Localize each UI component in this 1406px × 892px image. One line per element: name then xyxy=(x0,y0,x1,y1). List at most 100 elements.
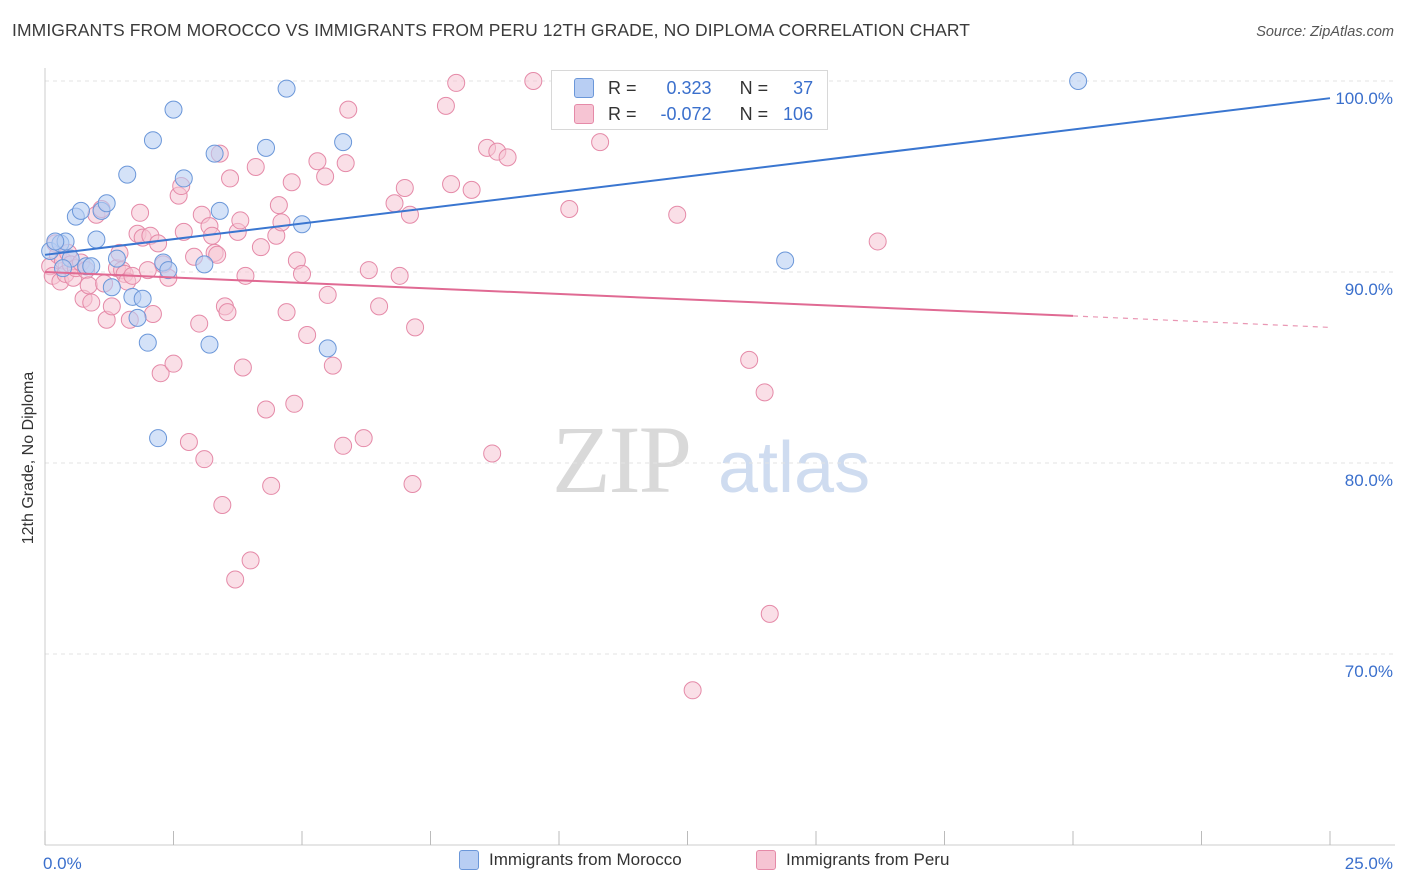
peru-r-label: R = xyxy=(608,103,637,124)
morocco-point-16 xyxy=(133,289,152,308)
peru-point-100 xyxy=(560,199,579,218)
peru-n-label: N = xyxy=(739,103,769,124)
peru-point-106 xyxy=(760,604,779,623)
axes xyxy=(44,68,1395,846)
peru-point-87 xyxy=(395,178,414,197)
peru-point-46 xyxy=(195,450,214,469)
morocco-point-7 xyxy=(82,257,101,276)
peru-point-105 xyxy=(755,383,774,402)
legend-item-morocco: Immigrants from Morocco xyxy=(459,850,682,870)
peru-r-value: -0.072 xyxy=(660,103,712,124)
peru-point-41 xyxy=(174,222,193,241)
peru-point-14 xyxy=(79,276,98,295)
morocco-n-label: N = xyxy=(739,77,769,98)
morocco-point-24 xyxy=(195,255,214,274)
peru-point-15 xyxy=(82,293,101,312)
peru-point-91 xyxy=(436,96,455,115)
peru-point-80 xyxy=(336,154,355,173)
peru-points xyxy=(41,72,887,700)
tick-labels: 70.0% 80.0% 90.0% 100.0% 0.0% 25.0% xyxy=(43,89,1393,873)
peru-point-92 xyxy=(442,175,461,194)
peru-point-74 xyxy=(298,326,317,345)
peru-point-68 xyxy=(272,213,291,232)
source-label: Source: ZipAtlas.com xyxy=(1256,24,1394,40)
legend-peru-label: Immigrants from Peru xyxy=(786,850,950,869)
morocco-r-value: 0.323 xyxy=(666,77,712,98)
peru-point-50 xyxy=(208,245,227,264)
peru-point-38 xyxy=(164,354,183,373)
peru-point-64 xyxy=(257,400,276,419)
stats-box: R = 0.323 N = 37 R = -0.072 N = 106 xyxy=(551,70,828,130)
watermark-atlas: atlas xyxy=(718,428,870,508)
peru-point-81 xyxy=(339,100,358,119)
morocco-point-28 xyxy=(257,138,276,157)
peru-point-94 xyxy=(462,180,481,199)
peru-point-33 xyxy=(143,305,162,324)
peru-point-42 xyxy=(179,432,198,451)
legend-item-peru: Immigrants from Peru xyxy=(756,850,949,870)
watermark: ZIP atlas xyxy=(552,406,870,513)
y-tick-label-1: 80.0% xyxy=(1345,471,1393,490)
morocco-n-value: 37 xyxy=(793,77,814,98)
peru-point-56 xyxy=(226,570,245,589)
chart-title: IMMIGRANTS FROM MOROCCO VS IMMIGRANTS FR… xyxy=(12,20,971,40)
morocco-point-32 xyxy=(334,133,353,152)
peru-point-34 xyxy=(149,234,168,253)
peru-point-52 xyxy=(213,496,232,515)
morocco-point-34 xyxy=(1069,72,1088,90)
y-tick-label-0: 70.0% xyxy=(1345,662,1393,681)
morocco-point-10 xyxy=(97,194,116,213)
peru-point-86 xyxy=(390,266,409,285)
peru-trend-extension xyxy=(1072,315,1331,328)
peru-point-85 xyxy=(385,194,404,213)
legend-morocco-swatch xyxy=(459,850,479,870)
morocco-points xyxy=(41,72,1088,448)
peru-point-78 xyxy=(323,356,342,375)
peru-point-77 xyxy=(318,285,337,304)
morocco-swatch xyxy=(574,78,594,98)
morocco-point-19 xyxy=(149,429,168,448)
peru-point-62 xyxy=(246,157,265,176)
peru-point-101 xyxy=(591,133,610,152)
x-tick-label-0: 0.0% xyxy=(43,854,82,873)
peru-point-59 xyxy=(233,358,252,377)
peru-point-67 xyxy=(269,196,288,215)
peru-trend-line xyxy=(44,271,1074,317)
morocco-point-22 xyxy=(164,100,183,119)
peru-point-99 xyxy=(524,72,543,90)
morocco-point-23 xyxy=(174,169,193,188)
legend-morocco-label: Immigrants from Morocco xyxy=(489,850,682,869)
morocco-point-5 xyxy=(71,201,90,220)
peru-point-55 xyxy=(221,169,240,188)
watermark-zip: ZIP xyxy=(552,406,690,513)
morocco-point-18 xyxy=(143,131,162,150)
peru-point-89 xyxy=(403,475,422,494)
peru-point-71 xyxy=(285,394,304,413)
peru-point-58 xyxy=(231,211,250,230)
morocco-point-17 xyxy=(138,333,157,352)
morocco-point-35 xyxy=(46,232,65,251)
peru-point-98 xyxy=(498,148,517,167)
peru-point-73 xyxy=(293,264,311,283)
morocco-stats: R = 0.323 N = 37 xyxy=(608,78,813,99)
peru-point-20 xyxy=(102,297,121,316)
morocco-point-36 xyxy=(53,259,72,278)
peru-point-75 xyxy=(308,152,327,171)
legend: Immigrants from Morocco Immigrants from … xyxy=(0,850,1406,878)
peru-point-104 xyxy=(740,350,759,369)
peru-point-84 xyxy=(370,297,389,316)
morocco-point-13 xyxy=(118,165,137,184)
peru-point-83 xyxy=(359,261,378,280)
peru-point-93 xyxy=(447,73,466,92)
peru-point-65 xyxy=(262,476,281,495)
peru-swatch xyxy=(574,104,594,124)
peru-point-35 xyxy=(151,364,170,383)
peru-point-82 xyxy=(354,429,373,448)
peru-point-90 xyxy=(406,318,425,337)
morocco-trend-line xyxy=(44,97,1331,256)
morocco-point-15 xyxy=(128,308,147,327)
morocco-point-26 xyxy=(205,144,224,163)
peru-point-61 xyxy=(241,551,260,570)
morocco-r-label: R = xyxy=(608,77,637,98)
